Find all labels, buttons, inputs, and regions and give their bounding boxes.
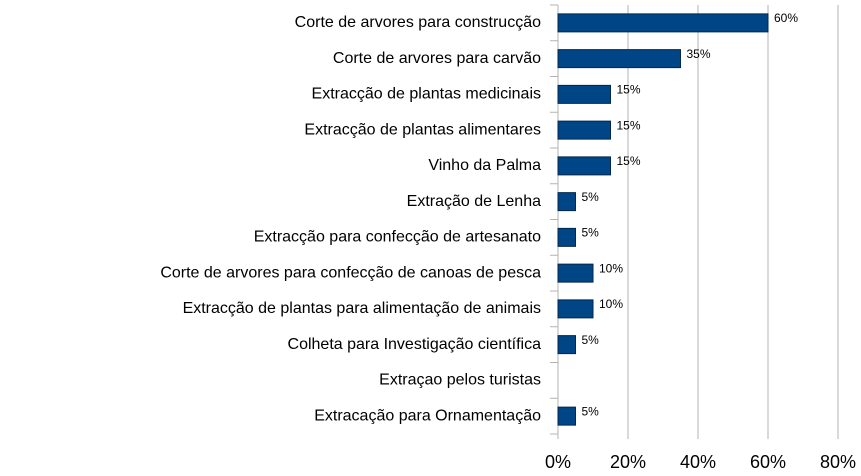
value-label: 5% xyxy=(582,190,600,204)
x-tick-label: 20% xyxy=(610,452,646,472)
value-label: 10% xyxy=(599,261,623,275)
bar xyxy=(557,263,594,283)
x-tick-label: 40% xyxy=(680,452,716,472)
y-tick-label: Vinho da Palma xyxy=(428,157,541,174)
value-label: 15% xyxy=(617,83,641,97)
y-tick-label: Corte de arvores para construcção xyxy=(295,14,541,31)
bar xyxy=(557,227,576,247)
y-tick-label: Extracção de plantas alimentares xyxy=(304,121,541,138)
value-label: 5% xyxy=(582,333,600,347)
bar xyxy=(557,335,576,355)
value-label: 35% xyxy=(687,47,711,61)
value-label: 15% xyxy=(617,118,641,132)
bar xyxy=(557,156,611,176)
y-tick-label: Corte de arvores para carvão xyxy=(333,50,541,67)
value-label: 5% xyxy=(582,226,600,240)
value-label: 5% xyxy=(582,404,600,418)
bar xyxy=(557,49,681,69)
value-label: 15% xyxy=(617,154,641,168)
bar xyxy=(557,406,576,426)
x-tick-label: 60% xyxy=(750,452,786,472)
x-tick-label: 80% xyxy=(820,452,856,472)
y-tick-label: Extracação para Ornamentação xyxy=(314,407,541,424)
bar xyxy=(557,120,611,140)
y-tick-label: Extraçao pelos turistas xyxy=(379,372,541,389)
bar xyxy=(557,13,769,33)
value-label: 10% xyxy=(599,297,623,311)
y-tick-label: Colheta para Investigação científica xyxy=(288,336,542,353)
y-tick-label: Extracção de plantas para alimentação de… xyxy=(183,300,541,317)
y-tick-label: Extracção de plantas medicinais xyxy=(312,86,541,103)
y-tick-label: Corte de arvores para confecção de canoa… xyxy=(160,264,541,281)
bar xyxy=(557,192,576,212)
value-label: 60% xyxy=(774,11,798,25)
y-tick-label: Extração de Lenha xyxy=(407,193,541,210)
bar xyxy=(557,84,611,104)
bar xyxy=(557,299,594,319)
x-tick-label: 0% xyxy=(545,452,571,472)
y-tick-label: Extracção para confecção de artesanato xyxy=(254,229,541,246)
